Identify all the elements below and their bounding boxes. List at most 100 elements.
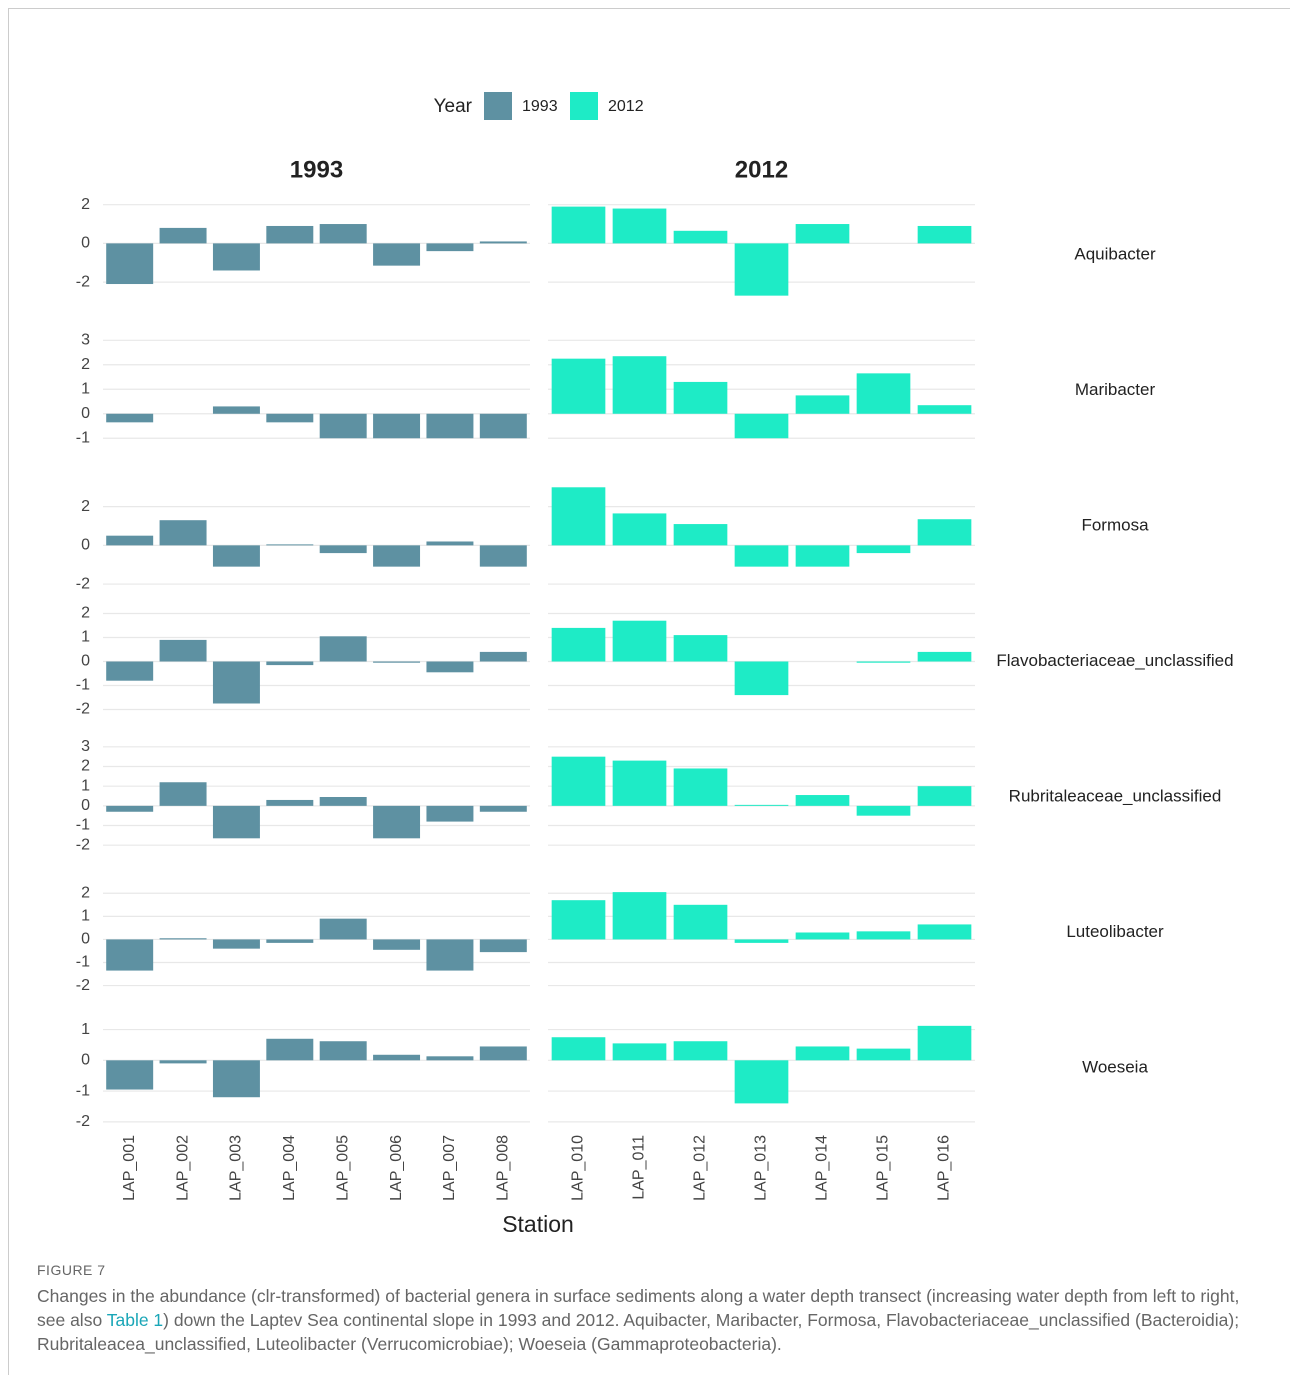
bar <box>734 413 789 439</box>
bar <box>734 804 789 806</box>
legend-label: 1993 <box>522 98 558 115</box>
y-tick-label: 1 <box>81 908 90 925</box>
bar <box>266 939 314 943</box>
x-tick-label: LAP_005 <box>334 1135 351 1201</box>
x-tick-label: LAP_013 <box>753 1135 770 1201</box>
bar <box>212 545 260 567</box>
x-tick-label: LAP_015 <box>875 1135 892 1201</box>
y-tick-label: -1 <box>76 817 90 834</box>
bar <box>479 545 527 567</box>
bar <box>551 627 606 662</box>
figure-frame <box>8 8 1290 1375</box>
bar <box>917 651 972 662</box>
y-tick-label: 0 <box>81 931 90 948</box>
legend-title: Year <box>434 96 473 117</box>
bar <box>856 373 911 414</box>
y-tick-label: 0 <box>81 235 90 252</box>
bar <box>159 639 207 662</box>
y-tick-label: 1 <box>81 1021 90 1038</box>
y-tick-label: 2 <box>81 356 90 373</box>
bar <box>795 395 850 414</box>
y-tick-label: -2 <box>76 575 90 592</box>
bar <box>373 661 421 663</box>
bar <box>426 541 474 546</box>
bar <box>612 760 667 806</box>
x-tick-label: LAP_007 <box>441 1135 458 1201</box>
y-tick-label: 1 <box>81 380 90 397</box>
bar <box>734 1060 789 1104</box>
bar <box>106 805 154 812</box>
y-tick-label: -1 <box>76 429 90 446</box>
bar <box>319 413 367 439</box>
bar <box>612 356 667 414</box>
facet-title: 1993 <box>290 156 343 183</box>
bar <box>373 939 421 950</box>
facet-row-label: Aquibacter <box>1074 244 1156 263</box>
bar <box>551 487 606 546</box>
y-tick-label: 1 <box>81 629 90 646</box>
y-tick-label: 1 <box>81 777 90 794</box>
bar <box>479 939 527 953</box>
x-tick-label: LAP_016 <box>936 1135 953 1201</box>
bar <box>212 406 260 414</box>
bar <box>479 651 527 662</box>
y-tick-label: -2 <box>76 836 90 853</box>
bar <box>319 918 367 940</box>
bar <box>373 1054 421 1061</box>
bar <box>673 635 728 662</box>
bar <box>612 208 667 244</box>
bar <box>106 661 154 681</box>
bar <box>266 799 314 806</box>
bar <box>479 805 527 812</box>
table-link[interactable]: Table 1 <box>106 1310 164 1330</box>
bar <box>319 797 367 806</box>
bar <box>212 805 260 839</box>
y-tick-label: 0 <box>81 405 90 422</box>
facet-title: 2012 <box>735 156 788 183</box>
bar <box>917 924 972 940</box>
x-tick-label: LAP_003 <box>228 1135 245 1201</box>
caption: FIGURE 7 Changes in the abundance (clr-t… <box>37 1262 1272 1356</box>
bar <box>159 938 207 940</box>
bar <box>159 227 207 244</box>
bar <box>266 225 314 244</box>
bar <box>426 413 474 439</box>
bar <box>159 520 207 546</box>
y-tick-label: -1 <box>76 677 90 694</box>
facet-row-label: Maribacter <box>1075 380 1156 399</box>
x-tick-label: LAP_012 <box>692 1135 709 1201</box>
bar <box>917 405 972 414</box>
bar <box>673 524 728 546</box>
bar <box>159 1060 207 1064</box>
y-tick-label: -1 <box>76 954 90 971</box>
y-tick-label: 2 <box>81 758 90 775</box>
bar <box>673 230 728 244</box>
bar <box>106 535 154 546</box>
x-tick-label: LAP_014 <box>814 1135 831 1201</box>
y-tick-label: 2 <box>81 498 90 515</box>
bar <box>551 206 606 244</box>
bar <box>551 900 606 940</box>
bar <box>795 545 850 567</box>
bar <box>212 243 260 271</box>
legend-swatch <box>570 92 598 120</box>
bar <box>106 939 154 971</box>
bar <box>734 939 789 943</box>
x-axis-label: Station <box>502 1211 574 1237</box>
bar <box>212 1060 260 1098</box>
bar <box>856 545 911 554</box>
y-tick-label: 0 <box>81 797 90 814</box>
bar <box>856 661 911 663</box>
facet-row-label: Rubritaleaceae_unclassified <box>1009 786 1222 805</box>
bar <box>319 545 367 554</box>
y-tick-label: 0 <box>81 1052 90 1069</box>
bar <box>106 243 154 285</box>
bar <box>426 243 474 252</box>
facet-row-label: Flavobacteriaceae_unclassified <box>996 651 1233 670</box>
x-tick-label: LAP_001 <box>121 1135 138 1201</box>
bar <box>612 892 667 940</box>
y-tick-label: 3 <box>81 332 90 349</box>
bar <box>917 225 972 244</box>
x-tick-label: LAP_011 <box>631 1135 648 1200</box>
bar <box>673 1041 728 1061</box>
